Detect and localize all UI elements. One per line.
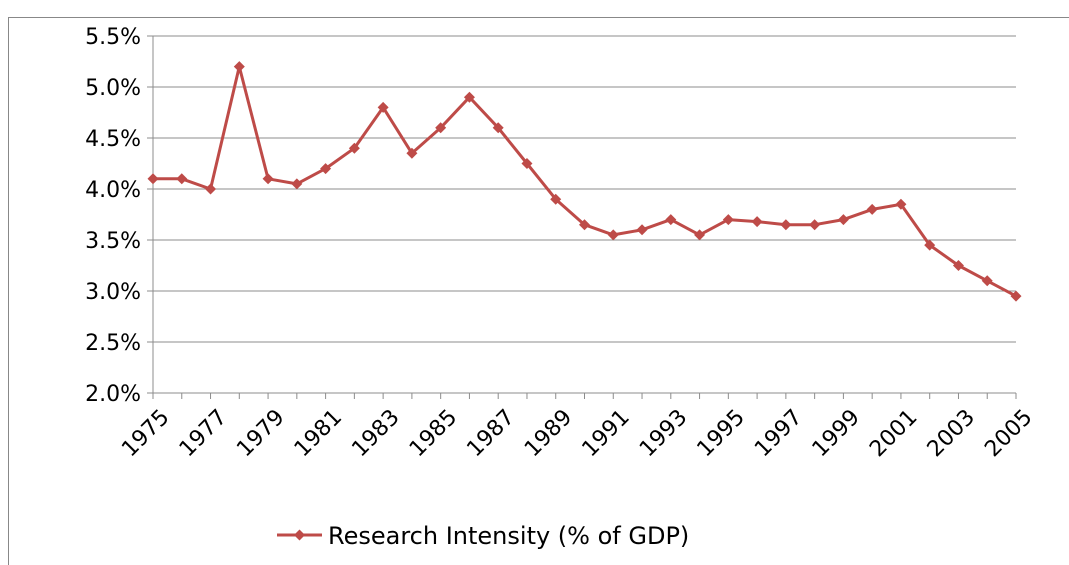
- y-tick-label: 4.5%: [85, 127, 141, 152]
- x-tick-label: 1989: [520, 405, 577, 462]
- data-point: [348, 142, 360, 154]
- x-tick-label: 1981: [290, 405, 347, 462]
- data-point: [176, 173, 188, 185]
- data-point: [435, 122, 447, 134]
- data-point: [463, 91, 475, 103]
- data-point: [377, 101, 389, 113]
- x-tick-label: 2005: [980, 405, 1037, 462]
- data-point: [147, 173, 159, 185]
- data-point: [492, 122, 504, 134]
- data-point: [406, 147, 418, 159]
- x-tick-label: 1995: [693, 405, 750, 462]
- x-tick-label: 1987: [462, 405, 519, 462]
- data-point: [780, 219, 792, 231]
- x-tick-label: 1977: [175, 405, 232, 462]
- data-point: [895, 198, 907, 210]
- x-tick-label: 2001: [865, 405, 922, 462]
- x-tick-label: 1985: [405, 405, 462, 462]
- x-tick-label: 1991: [578, 405, 635, 462]
- data-point: [722, 214, 734, 226]
- y-tick-label: 2.0%: [85, 382, 141, 407]
- y-tick-label: 5.0%: [85, 76, 141, 101]
- data-point: [291, 178, 303, 190]
- series-line: [153, 65, 1017, 298]
- x-tick-label: 1993: [635, 405, 692, 462]
- x-tick-label: 1997: [750, 405, 807, 462]
- x-tick-label: 1983: [347, 405, 404, 462]
- data-point: [1010, 290, 1022, 302]
- x-tick-label: 1979: [232, 405, 289, 462]
- data-point: [607, 229, 619, 241]
- data-point: [866, 203, 878, 215]
- data-point: [320, 163, 332, 175]
- data-point: [924, 239, 936, 251]
- y-tick-label: 2.5%: [85, 331, 141, 356]
- data-point: [521, 158, 533, 169]
- data-point: [636, 224, 648, 236]
- x-tick-label: 2003: [923, 405, 980, 462]
- data-point: [550, 193, 562, 205]
- y-tick-label: 4.0%: [85, 178, 141, 203]
- data-point: [233, 61, 245, 73]
- y-tick-label: 5.5%: [85, 25, 141, 50]
- data-point: [751, 216, 763, 228]
- data-point: [262, 173, 274, 185]
- x-tick-label: 1975: [117, 405, 174, 462]
- legend-label: Research Intensity (% of GDP): [328, 522, 689, 550]
- data-point: [665, 214, 677, 226]
- data-point: [579, 219, 590, 231]
- data-point: [694, 229, 706, 241]
- data-point: [809, 219, 821, 231]
- legend-marker: [294, 529, 305, 541]
- data-point: [205, 183, 217, 195]
- y-tick-label: 3.0%: [85, 280, 141, 305]
- data-point: [952, 260, 964, 271]
- x-tick-label: 1999: [808, 405, 865, 462]
- y-tick-label: 3.5%: [85, 229, 141, 254]
- data-point: [837, 214, 849, 226]
- data-point: [981, 275, 993, 287]
- chart-border: [8, 17, 1069, 565]
